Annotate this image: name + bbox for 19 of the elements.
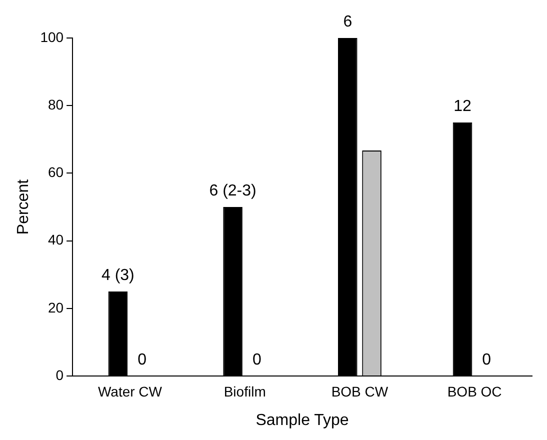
y-tick-label: 60 — [48, 164, 64, 180]
y-tick-label: 100 — [40, 28, 64, 45]
data-label: 0 — [252, 351, 262, 368]
data-label: 0 — [482, 351, 492, 368]
y-axis-title: Percent — [15, 178, 32, 235]
x-tick-label: Water CW — [98, 383, 163, 400]
x-axis-title: Sample Type — [256, 412, 349, 429]
annotation: 6 (2-3) — [209, 182, 256, 200]
y-tick-label: 80 — [48, 96, 64, 112]
x-tick-label: Biofilm — [224, 383, 266, 400]
x-tick-label: BOB CW — [331, 383, 389, 400]
y-tick-label: 0 — [56, 366, 64, 383]
annotation: 12 — [454, 98, 472, 115]
annotation: 4 (3) — [101, 266, 134, 284]
x-tick-label: BOB OC — [447, 383, 502, 400]
y-tick-label: 40 — [48, 232, 64, 248]
data-label: 0 — [138, 351, 147, 368]
annotation: 6 — [343, 13, 352, 30]
y-tick-label: 20 — [48, 299, 64, 316]
